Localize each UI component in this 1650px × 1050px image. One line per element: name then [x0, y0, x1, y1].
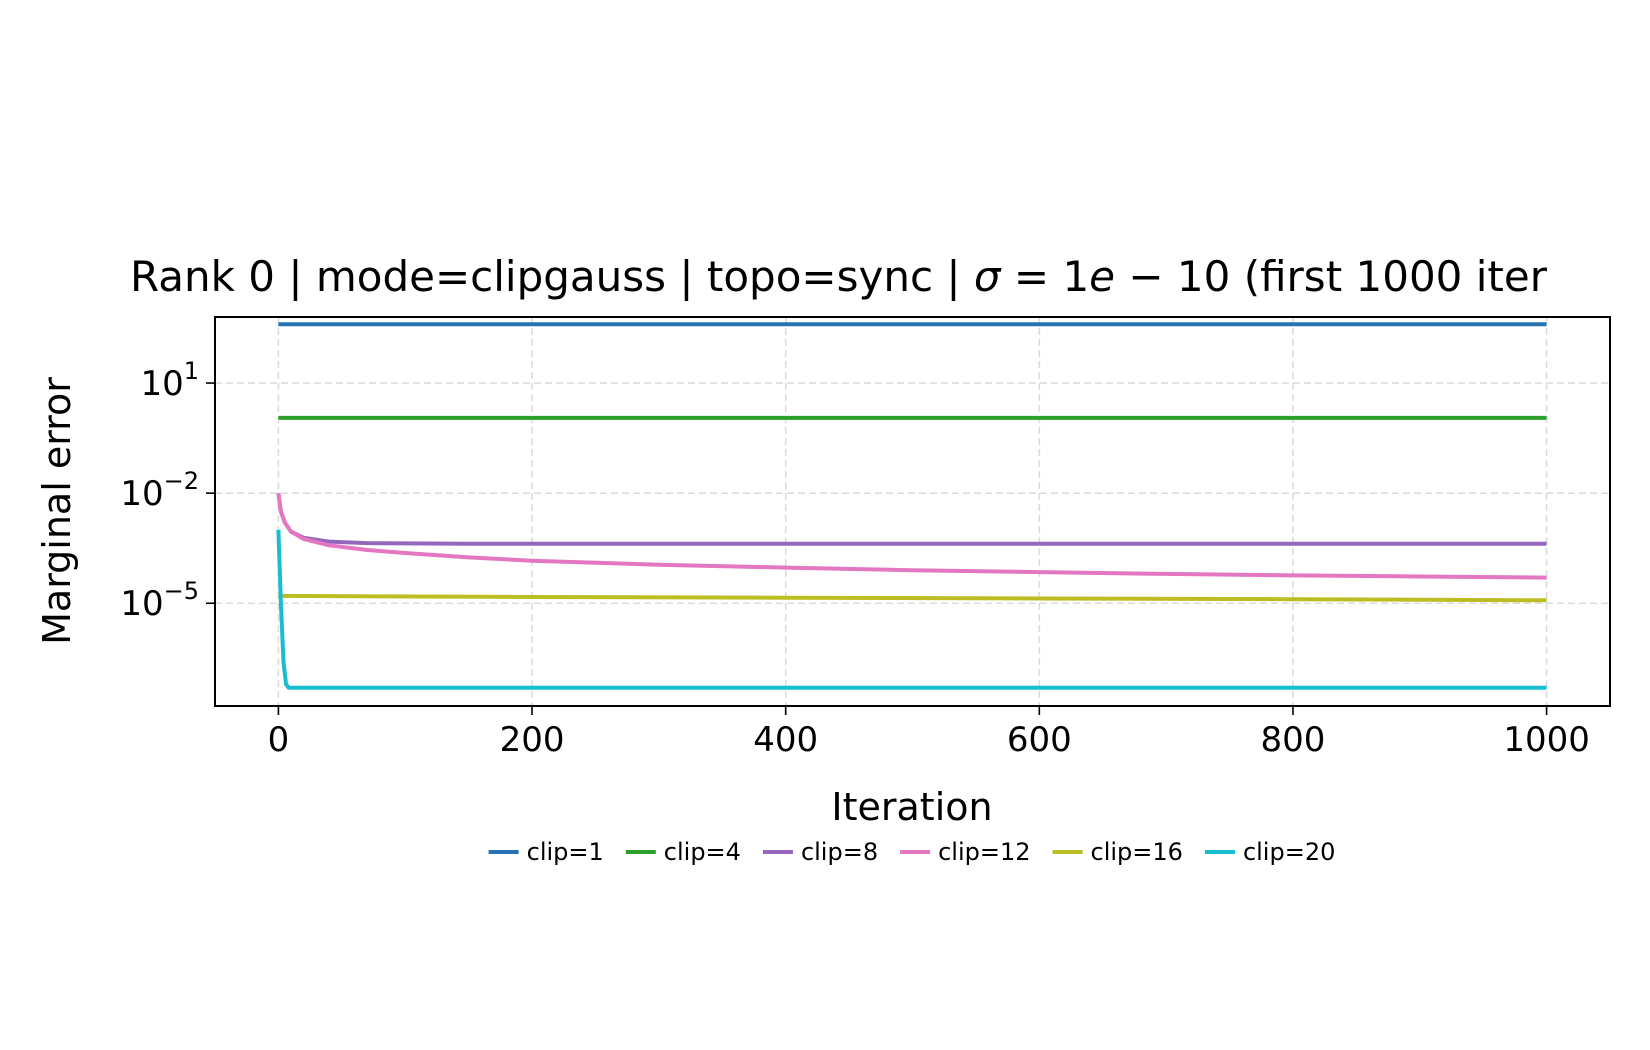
series-line-clip-16 [278, 593, 1547, 603]
legend-item: clip=8 [762, 838, 878, 866]
legend-item: clip=4 [625, 838, 741, 866]
series-line-clip-8 [276, 492, 1547, 546]
y-tick-base: 10 [140, 364, 183, 404]
x-tick-label: 0 [268, 720, 290, 760]
y-tick-label: 10−5 [120, 577, 199, 624]
y-tick-exponent: −5 [164, 577, 199, 605]
series-line-clip-20 [276, 529, 1547, 690]
y-tick-exponent: −2 [164, 467, 199, 495]
legend-item: clip=16 [1052, 838, 1183, 866]
x-tick-label: 800 [1261, 720, 1326, 760]
plot-area-frame [214, 316, 1611, 707]
legend-item: clip=1 [488, 838, 604, 866]
legend: clip=1 clip=4 clip=8 clip=12 clip=16 clip=20 [488, 838, 1335, 866]
y-axis-label: Marginal error [35, 377, 79, 645]
legend-label: clip=8 [801, 838, 878, 866]
y-tick-exponent: 1 [184, 357, 199, 385]
x-tick-label: 1000 [1503, 720, 1590, 760]
legend-label: clip=20 [1243, 838, 1335, 866]
legend-label: clip=4 [664, 838, 741, 866]
legend-label: clip=1 [527, 838, 604, 866]
grid-layer [215, 317, 1610, 706]
y-tick-base: 10 [120, 474, 163, 514]
legend-label: clip=16 [1091, 838, 1183, 866]
x-axis-label: Iteration [831, 785, 992, 829]
legend-item: clip=20 [1204, 838, 1335, 866]
chart-title: Rank 0 | mode=clipgauss | topo=sync | σ … [130, 252, 1548, 301]
legend-item: clip=12 [900, 838, 1031, 866]
series-layer [276, 322, 1547, 690]
y-tick-base: 10 [120, 584, 163, 624]
x-tick-label: 600 [1007, 720, 1072, 760]
y-tick-label: 101 [140, 357, 199, 404]
series-line-clip-12 [276, 492, 1547, 580]
x-tick-label: 400 [753, 720, 818, 760]
x-tick-label: 200 [500, 720, 565, 760]
legend-label: clip=12 [938, 838, 1030, 866]
y-tick-label: 10−2 [120, 467, 199, 514]
